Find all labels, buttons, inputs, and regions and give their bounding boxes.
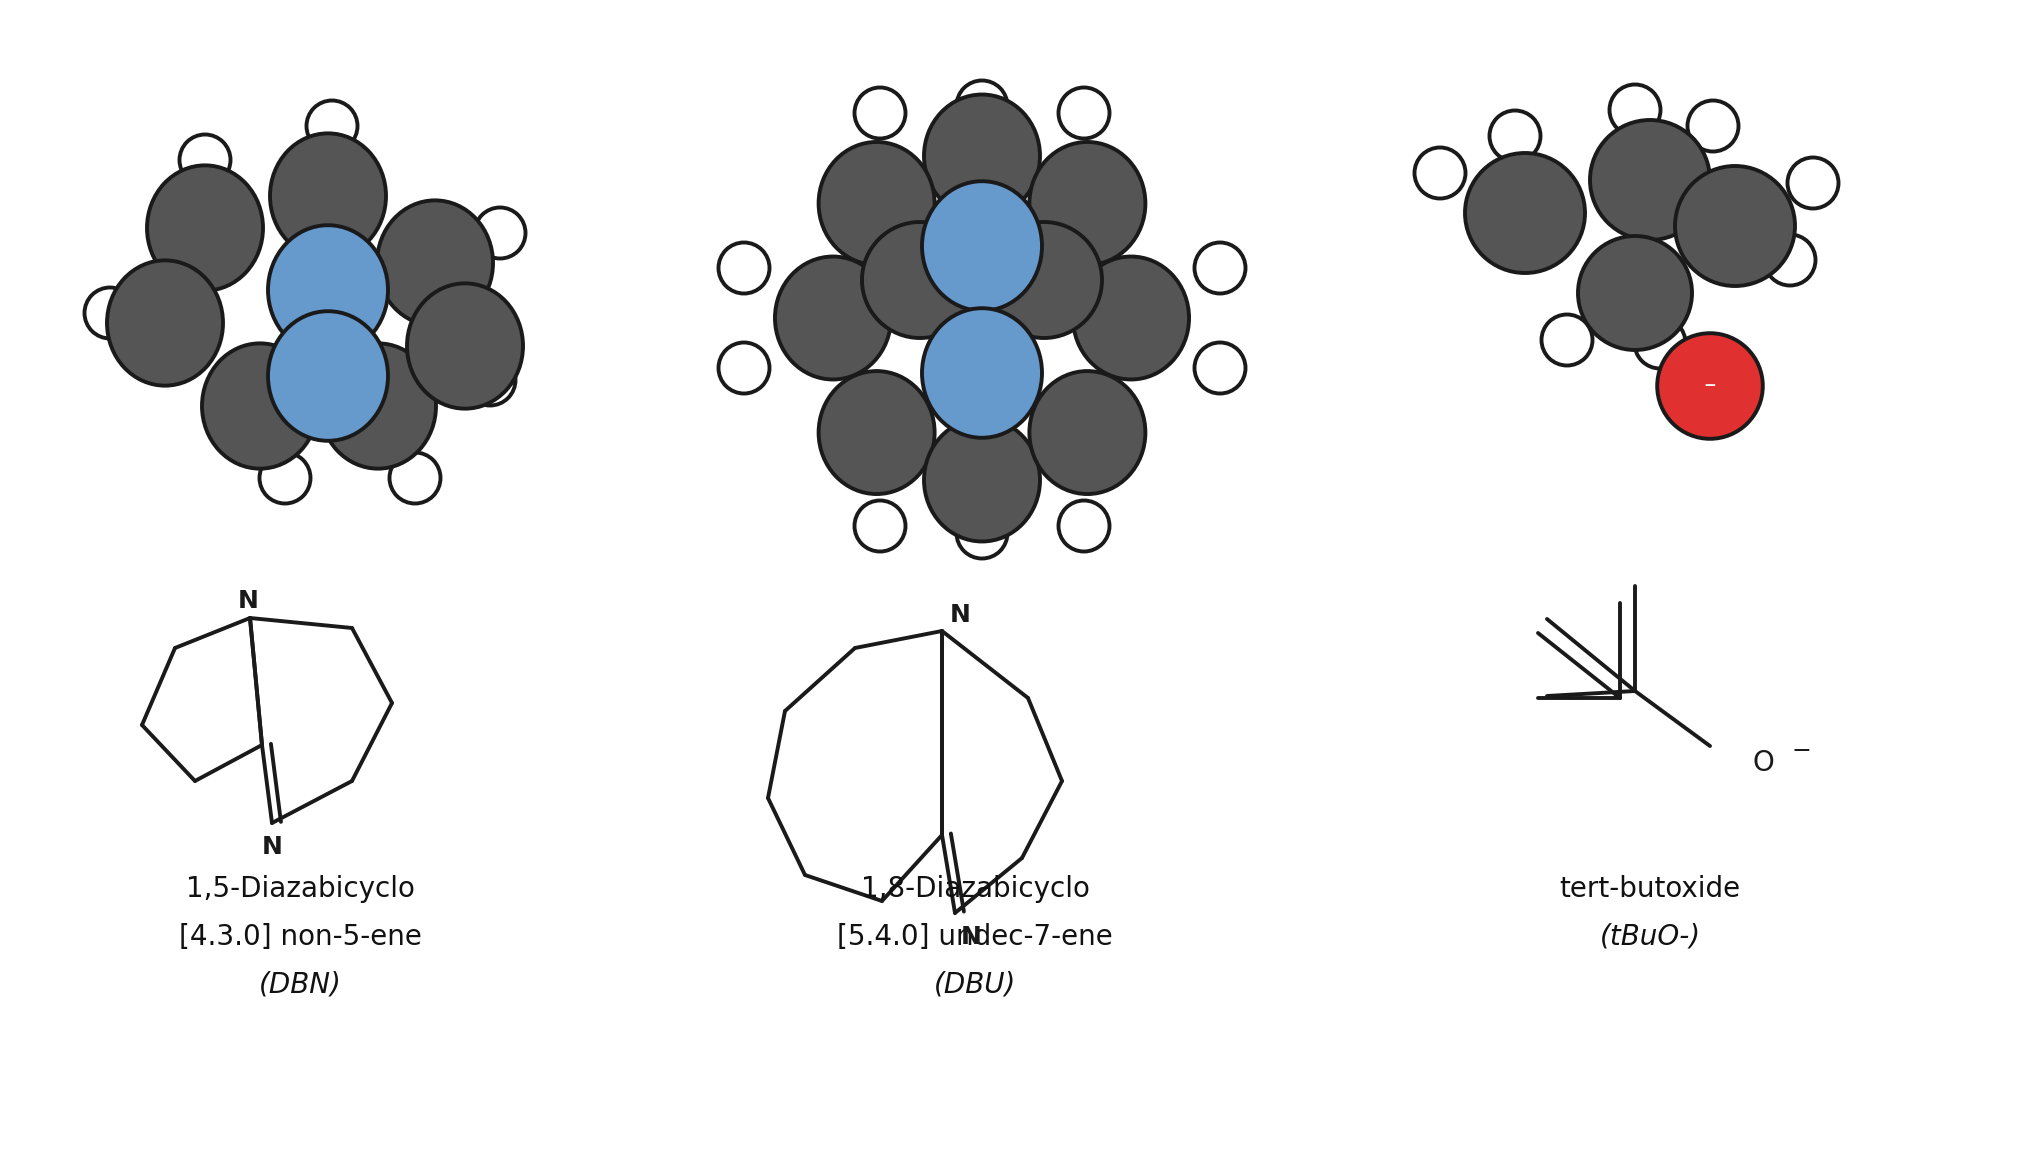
Ellipse shape bbox=[1489, 111, 1541, 161]
Ellipse shape bbox=[1414, 148, 1466, 198]
Ellipse shape bbox=[957, 507, 1008, 558]
Ellipse shape bbox=[268, 225, 387, 355]
Ellipse shape bbox=[180, 135, 231, 186]
Ellipse shape bbox=[1657, 333, 1762, 439]
Text: −: − bbox=[1791, 739, 1811, 763]
Ellipse shape bbox=[775, 256, 890, 379]
Text: [4.3.0] non-5-ene: [4.3.0] non-5-ene bbox=[178, 924, 422, 951]
Ellipse shape bbox=[819, 142, 935, 265]
Ellipse shape bbox=[306, 100, 357, 151]
Ellipse shape bbox=[1059, 88, 1109, 138]
Ellipse shape bbox=[925, 419, 1040, 542]
Text: N: N bbox=[961, 925, 982, 949]
Ellipse shape bbox=[320, 344, 436, 468]
Ellipse shape bbox=[718, 342, 769, 393]
Ellipse shape bbox=[854, 500, 904, 551]
Text: (tBuO-): (tBuO-) bbox=[1600, 924, 1701, 951]
Text: N: N bbox=[262, 835, 282, 859]
Text: tert-butoxide: tert-butoxide bbox=[1560, 875, 1740, 903]
Ellipse shape bbox=[464, 354, 515, 406]
Ellipse shape bbox=[1787, 158, 1839, 209]
Ellipse shape bbox=[1194, 342, 1245, 393]
Ellipse shape bbox=[1464, 153, 1586, 273]
Ellipse shape bbox=[475, 208, 525, 258]
Text: −: − bbox=[1704, 378, 1716, 393]
Text: N: N bbox=[949, 603, 971, 627]
Ellipse shape bbox=[1687, 100, 1738, 151]
Ellipse shape bbox=[107, 261, 223, 385]
Ellipse shape bbox=[957, 81, 1008, 131]
Ellipse shape bbox=[268, 311, 387, 440]
Text: 1,8-Diazabicyclo: 1,8-Diazabicyclo bbox=[860, 875, 1089, 903]
Ellipse shape bbox=[260, 452, 310, 504]
Ellipse shape bbox=[408, 284, 523, 408]
Ellipse shape bbox=[1764, 234, 1815, 286]
Ellipse shape bbox=[146, 165, 264, 291]
Ellipse shape bbox=[819, 371, 935, 493]
Ellipse shape bbox=[1578, 236, 1691, 351]
Ellipse shape bbox=[1194, 242, 1245, 294]
Ellipse shape bbox=[377, 201, 493, 325]
Ellipse shape bbox=[1610, 84, 1661, 136]
Ellipse shape bbox=[270, 134, 385, 258]
Ellipse shape bbox=[923, 308, 1042, 438]
Ellipse shape bbox=[925, 95, 1040, 218]
Ellipse shape bbox=[85, 287, 136, 339]
Ellipse shape bbox=[1635, 317, 1685, 369]
Ellipse shape bbox=[1073, 256, 1188, 379]
Ellipse shape bbox=[718, 242, 769, 294]
Ellipse shape bbox=[389, 452, 440, 504]
Ellipse shape bbox=[1030, 142, 1146, 265]
Ellipse shape bbox=[986, 223, 1101, 338]
Ellipse shape bbox=[1030, 371, 1146, 493]
Text: [5.4.0] undec-7-ene: [5.4.0] undec-7-ene bbox=[838, 924, 1113, 951]
Ellipse shape bbox=[862, 223, 977, 338]
Text: 1,5-Diazabicyclo: 1,5-Diazabicyclo bbox=[187, 875, 414, 903]
Ellipse shape bbox=[1675, 166, 1795, 286]
Ellipse shape bbox=[854, 88, 904, 138]
Text: N: N bbox=[237, 589, 258, 613]
Ellipse shape bbox=[923, 181, 1042, 311]
Ellipse shape bbox=[1590, 120, 1710, 240]
Text: (DBU): (DBU) bbox=[933, 971, 1016, 998]
Ellipse shape bbox=[203, 344, 318, 468]
Text: O: O bbox=[1752, 749, 1774, 777]
Ellipse shape bbox=[1541, 315, 1592, 366]
Text: (DBN): (DBN) bbox=[258, 971, 341, 998]
Ellipse shape bbox=[1059, 500, 1109, 551]
